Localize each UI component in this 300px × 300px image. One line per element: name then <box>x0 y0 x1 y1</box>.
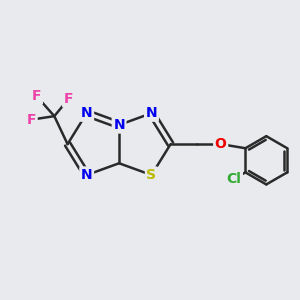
Text: N: N <box>81 168 92 182</box>
Text: N: N <box>146 106 157 120</box>
Text: N: N <box>81 106 92 120</box>
Text: F: F <box>64 92 73 106</box>
Text: F: F <box>27 113 36 127</box>
Text: S: S <box>146 168 157 182</box>
Text: O: O <box>215 137 226 151</box>
Text: Cl: Cl <box>226 172 241 186</box>
Text: F: F <box>32 89 41 103</box>
Text: N: N <box>113 118 125 132</box>
